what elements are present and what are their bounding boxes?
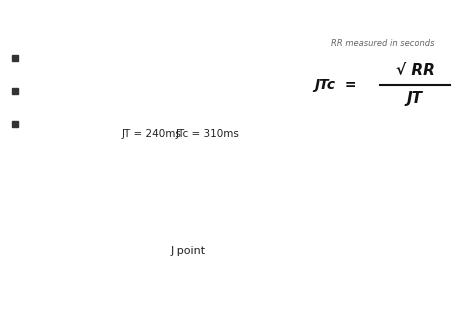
Text: Wide QRS Complex: Wide QRS Complex <box>170 275 304 288</box>
Text: JTc > 330ms is considered abnormal, and of the: JTc > 330ms is considered abnormal, and … <box>22 62 271 72</box>
Text: Copyright © Strong Medicine - Dr. Eric Strong: Copyright © Strong Medicine - Dr. Eric S… <box>288 0 462 7</box>
Bar <box>12 121 18 127</box>
Text: RR measured in seconds: RR measured in seconds <box>331 39 435 48</box>
Text: JT = 240ms: JT = 240ms <box>122 129 182 139</box>
FancyBboxPatch shape <box>78 156 396 258</box>
Text: A wide QRS complex will lead to an increase in: A wide QRS complex will lead to an incre… <box>22 128 266 138</box>
Text: How to Measure the QT Interval: How to Measure the QT Interval <box>74 295 400 310</box>
Text: JTc  =: JTc = <box>314 78 356 92</box>
Text: Electrophysiologists often use the “JT interval” or: Electrophysiologists often use the “JT i… <box>22 95 279 105</box>
Text: same consequence as prolongation of the QTc.: same consequence as prolongation of the … <box>22 49 266 59</box>
Text: JT: JT <box>407 91 423 106</box>
Text: JTc = 310ms: JTc = 310ms <box>176 129 240 139</box>
Text: J point: J point <box>171 246 206 256</box>
Bar <box>12 55 18 61</box>
Text: the QT interval that is not clinically relevant.: the QT interval that is not clinically r… <box>22 115 255 125</box>
Bar <box>12 88 18 94</box>
Text: JTc to account for this.: JTc to account for this. <box>22 82 137 92</box>
Text: √ RR: √ RR <box>396 63 435 78</box>
